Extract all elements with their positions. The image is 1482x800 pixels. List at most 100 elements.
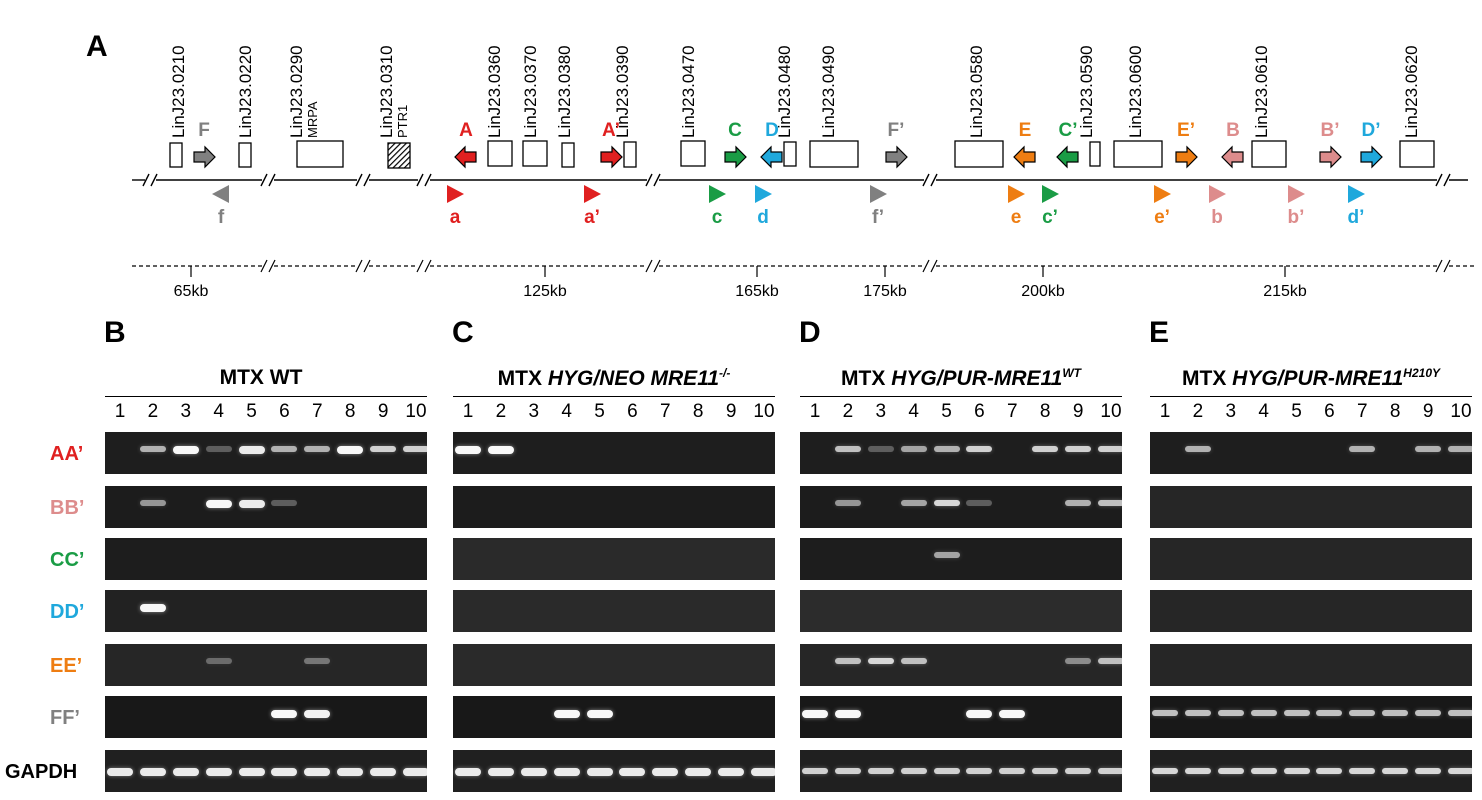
gene-label: LinJ23.0360 [485, 45, 504, 138]
panel-title-italic: HYG/PUR-MRE11 [1232, 367, 1404, 390]
lane-number: 5 [246, 401, 257, 422]
gel-image [800, 486, 1122, 528]
gel-band [966, 768, 993, 774]
gel-band [1250, 710, 1277, 716]
gene-box [809, 140, 859, 168]
primer-label: b’ [1287, 207, 1305, 228]
panel-label: D [799, 316, 821, 349]
primer-label: f [217, 207, 225, 228]
panel-title-sup: WT [1062, 366, 1081, 380]
gel-image [105, 590, 427, 632]
gel-band [1098, 446, 1122, 452]
gene-label: LinJ23.0600 [1126, 45, 1145, 138]
gel-band [337, 446, 364, 454]
gene-box [238, 142, 252, 168]
lane-number: 10 [753, 401, 775, 422]
lane-number: 9 [1072, 401, 1084, 422]
gel-band [553, 768, 580, 776]
gel-band [1448, 710, 1472, 716]
gel-band [933, 768, 960, 774]
break-mark [1443, 173, 1451, 187]
kb-label: 65kb [173, 283, 209, 300]
gene-box [487, 140, 513, 167]
gel-image [1150, 432, 1472, 474]
primer-triangle [1042, 185, 1059, 203]
primer-label: c’ [1042, 207, 1058, 228]
gel-image [800, 750, 1122, 792]
break-mark [150, 173, 158, 187]
primer-arrow [1221, 145, 1244, 169]
gel-band [205, 500, 232, 508]
gel-band [139, 768, 166, 776]
break-mark [1443, 259, 1451, 273]
gel-band [271, 500, 298, 506]
primer-label: C’ [1058, 120, 1078, 141]
break-mark [424, 173, 432, 187]
lane-number: 8 [344, 401, 356, 422]
gel-image [105, 644, 427, 686]
break-mark [355, 173, 363, 187]
gene-label: LinJ23.0620 [1402, 45, 1421, 138]
lane-number: 5 [1291, 401, 1302, 422]
primer-triangle [1348, 185, 1365, 203]
gene-box [1089, 141, 1101, 167]
gel-band [455, 446, 481, 454]
gel-band [619, 768, 646, 776]
lane-number: 10 [1100, 401, 1122, 422]
primer-label: d [757, 207, 769, 228]
gel-band [1316, 768, 1343, 774]
lane-number: 1 [809, 401, 821, 422]
gene-sublabel: MRPA [305, 101, 320, 138]
break-mark [645, 173, 653, 187]
gel-band [900, 768, 927, 774]
break-mark [1435, 173, 1443, 187]
break-mark [260, 173, 268, 187]
primer-triangle [447, 185, 464, 203]
gel-band [834, 446, 861, 452]
gel-band [900, 500, 927, 506]
gel-band [304, 768, 331, 776]
gene-box [1251, 140, 1287, 168]
gel-band [1184, 710, 1211, 716]
lane-number: 4 [213, 401, 224, 422]
gel-band [271, 768, 298, 776]
lane-number: 7 [1007, 401, 1018, 422]
panel-title: MTX WT [220, 366, 303, 390]
gene-label: LinJ23.0590 [1077, 45, 1096, 138]
break-mark [930, 173, 938, 187]
gel-band [1283, 710, 1310, 716]
lane-number: 2 [495, 401, 507, 422]
lane-number: 4 [561, 401, 572, 422]
primer-label: a’ [584, 207, 600, 228]
title-underline [800, 396, 1122, 397]
break-mark [416, 173, 424, 187]
gel-band [553, 710, 580, 718]
gel-band [652, 768, 679, 776]
gel-image [105, 750, 427, 792]
gel-band [1250, 768, 1277, 774]
lane-number: 1 [114, 401, 126, 422]
primer-label: b [1211, 207, 1223, 228]
gel-band [139, 604, 166, 612]
panel-title: MTX HYG/PUR-MRE11H210Y [1182, 366, 1440, 391]
gel-band [999, 768, 1026, 774]
lane-number: 1 [1159, 401, 1171, 422]
gel-band [1382, 768, 1409, 774]
panel-title-italic: HYG/PUR-MRE11 [891, 367, 1063, 390]
panel-title: MTX HYG/PUR-MRE11WT [841, 366, 1081, 391]
primer-triangle [1008, 185, 1025, 203]
gene-label: LinJ23.0580 [967, 45, 986, 138]
primer-label: F [198, 120, 210, 141]
gel-band [1382, 710, 1409, 716]
gel-image [1150, 696, 1472, 738]
gene-label: LinJ23.0610 [1252, 45, 1271, 138]
gene-box [522, 140, 548, 167]
gel-image [1150, 644, 1472, 686]
gene-label: LinJ23.0220 [236, 45, 255, 138]
lane-number: 2 [1192, 401, 1204, 422]
primer-triangle [212, 185, 229, 203]
gel-band [107, 768, 133, 776]
primer-label: e [1010, 207, 1022, 228]
primer-arrow [600, 145, 623, 169]
gel-band [685, 768, 712, 776]
